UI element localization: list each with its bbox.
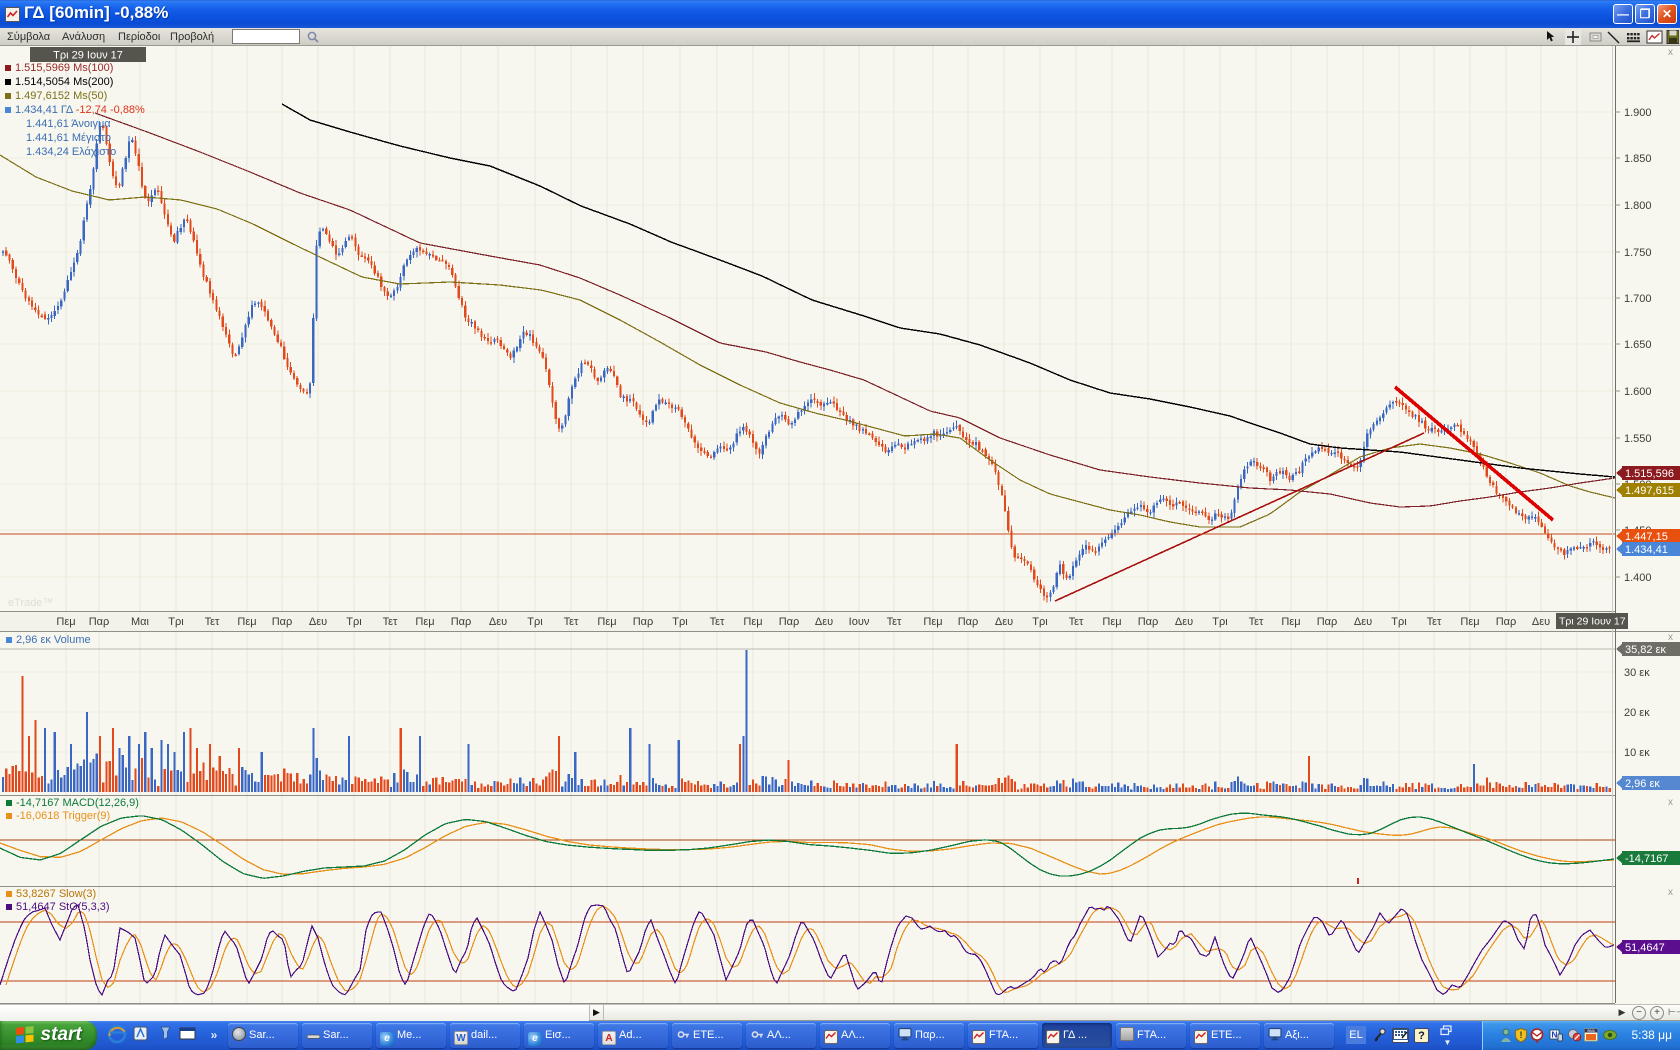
svg-text:Τρι: Τρι bbox=[527, 616, 543, 628]
svg-text:N: N bbox=[1551, 1030, 1557, 1040]
svg-text:30 εκ: 30 εκ bbox=[1624, 667, 1650, 679]
svg-text:Παρ: Παρ bbox=[633, 616, 654, 628]
svg-text:1.497,615: 1.497,615 bbox=[1625, 485, 1674, 497]
svg-text:1.447,15: 1.447,15 bbox=[1625, 531, 1668, 543]
svg-text:1.850: 1.850 bbox=[1624, 153, 1652, 165]
svg-text:Τρι 29 Ιουν 17: Τρι 29 Ιουν 17 bbox=[53, 50, 123, 62]
svg-text:Μαι: Μαι bbox=[131, 616, 150, 628]
svg-text:1.750: 1.750 bbox=[1624, 247, 1652, 259]
svg-text:Τρι: Τρι bbox=[168, 616, 184, 628]
svg-text:1.400: 1.400 bbox=[1624, 572, 1652, 584]
svg-text:51,4647 StO(5,3,3): 51,4647 StO(5,3,3) bbox=[16, 901, 110, 913]
svg-text:Πεμ: Πεμ bbox=[1102, 616, 1121, 628]
svg-text:2,96 εκ Volume: 2,96 εκ Volume bbox=[16, 634, 91, 646]
svg-text:Πεμ: Πεμ bbox=[1281, 616, 1300, 628]
svg-text:2,96 εκ: 2,96 εκ bbox=[1625, 778, 1660, 790]
svg-text:1.441,61 Μέγιστο: 1.441,61 Μέγιστο bbox=[26, 132, 111, 144]
svg-text:1.441,61 Άνοιγμα: 1.441,61 Άνοιγμα bbox=[26, 118, 111, 130]
svg-text:Παρ: Παρ bbox=[1138, 616, 1159, 628]
svg-text:1.515,596: 1.515,596 bbox=[1625, 468, 1674, 480]
svg-text:Πεμ: Πεμ bbox=[597, 616, 616, 628]
svg-text:Δευ: Δευ bbox=[995, 616, 1013, 628]
svg-text:1.650: 1.650 bbox=[1624, 339, 1652, 351]
svg-text:Πεμ: Πεμ bbox=[237, 616, 256, 628]
svg-text:Παρ: Παρ bbox=[1496, 616, 1517, 628]
svg-text:1.700: 1.700 bbox=[1624, 293, 1652, 305]
svg-text:Τρι: Τρι bbox=[346, 616, 362, 628]
svg-text:Τρι 29 Ιουν 17: Τρι 29 Ιουν 17 bbox=[1559, 616, 1626, 628]
svg-text:Παρ: Παρ bbox=[779, 616, 800, 628]
svg-text:x: x bbox=[1668, 47, 1673, 58]
svg-text:51,4647: 51,4647 bbox=[1625, 942, 1665, 954]
svg-text:1.550: 1.550 bbox=[1624, 433, 1652, 445]
svg-text:1.800: 1.800 bbox=[1624, 200, 1652, 212]
svg-text:Τρι: Τρι bbox=[672, 616, 688, 628]
svg-text:35,82 εκ: 35,82 εκ bbox=[1625, 644, 1666, 656]
svg-text:20 εκ: 20 εκ bbox=[1624, 707, 1650, 719]
svg-text:1.515,5969 Ms(100): 1.515,5969 Ms(100) bbox=[15, 62, 113, 74]
svg-text:Πεμ: Πεμ bbox=[415, 616, 434, 628]
svg-text:Δευ: Δευ bbox=[1354, 616, 1372, 628]
svg-text:1.514,5054 Ms(200): 1.514,5054 Ms(200) bbox=[15, 76, 113, 88]
svg-text:1.900: 1.900 bbox=[1624, 107, 1652, 119]
svg-text:Παρ: Παρ bbox=[272, 616, 293, 628]
svg-text:Δευ: Δευ bbox=[1532, 616, 1550, 628]
svg-text:10 εκ: 10 εκ bbox=[1624, 747, 1650, 759]
svg-text:WMA: WMA bbox=[1587, 1029, 1596, 1033]
svg-text:Τρι: Τρι bbox=[1391, 616, 1407, 628]
svg-text:Πεμ: Πεμ bbox=[743, 616, 762, 628]
svg-text:Τρι: Τρι bbox=[1032, 616, 1048, 628]
svg-text:1.497,6152 Ms(50): 1.497,6152 Ms(50) bbox=[15, 90, 107, 102]
svg-text:1.434,24 Ελάχιστο: 1.434,24 Ελάχιστο bbox=[26, 146, 116, 158]
svg-text:Τετ: Τετ bbox=[1427, 616, 1442, 628]
svg-text:Παρ: Παρ bbox=[1317, 616, 1338, 628]
svg-text:x: x bbox=[1668, 887, 1673, 898]
svg-text:Τετ: Τετ bbox=[1249, 616, 1264, 628]
svg-text:Παρ: Παρ bbox=[89, 616, 110, 628]
svg-text:53,8267 Slow(3): 53,8267 Slow(3) bbox=[16, 888, 96, 900]
svg-text:-14,7167 MACD(12,26,9): -14,7167 MACD(12,26,9) bbox=[16, 797, 139, 809]
svg-text:-16,0618 Trigger(9): -16,0618 Trigger(9) bbox=[16, 810, 110, 822]
svg-text:x: x bbox=[1668, 797, 1673, 808]
svg-text:!: ! bbox=[1519, 1030, 1522, 1040]
svg-text:Παρ: Παρ bbox=[451, 616, 472, 628]
svg-text:Παρ: Παρ bbox=[958, 616, 979, 628]
svg-text:1.434,41 ΓΔ -12,74 -0,88%: 1.434,41 ΓΔ -12,74 -0,88% bbox=[15, 104, 145, 116]
svg-text:Πεμ: Πεμ bbox=[1460, 616, 1479, 628]
svg-text:Δευ: Δευ bbox=[1175, 616, 1193, 628]
svg-text:1.600: 1.600 bbox=[1624, 386, 1652, 398]
svg-text:Τετ: Τετ bbox=[710, 616, 725, 628]
svg-text:Δευ: Δευ bbox=[309, 616, 327, 628]
svg-text:Ιουν: Ιουν bbox=[849, 616, 870, 628]
svg-text:Δευ: Δευ bbox=[815, 616, 833, 628]
svg-text:Τετ: Τετ bbox=[1069, 616, 1084, 628]
svg-text:Πεμ: Πεμ bbox=[56, 616, 75, 628]
svg-text:eTrade™: eTrade™ bbox=[8, 597, 53, 609]
svg-text:Τετ: Τετ bbox=[564, 616, 579, 628]
svg-text:Τετ: Τετ bbox=[887, 616, 902, 628]
svg-text:Δευ: Δευ bbox=[489, 616, 507, 628]
svg-text:Τετ: Τετ bbox=[205, 616, 220, 628]
svg-text:Τετ: Τετ bbox=[383, 616, 398, 628]
svg-text:x: x bbox=[1668, 632, 1673, 643]
svg-text:Πεμ: Πεμ bbox=[923, 616, 942, 628]
svg-text:1.434,41: 1.434,41 bbox=[1625, 544, 1668, 556]
svg-text:Τρι: Τρι bbox=[1212, 616, 1228, 628]
svg-text:-14,7167: -14,7167 bbox=[1625, 853, 1668, 865]
